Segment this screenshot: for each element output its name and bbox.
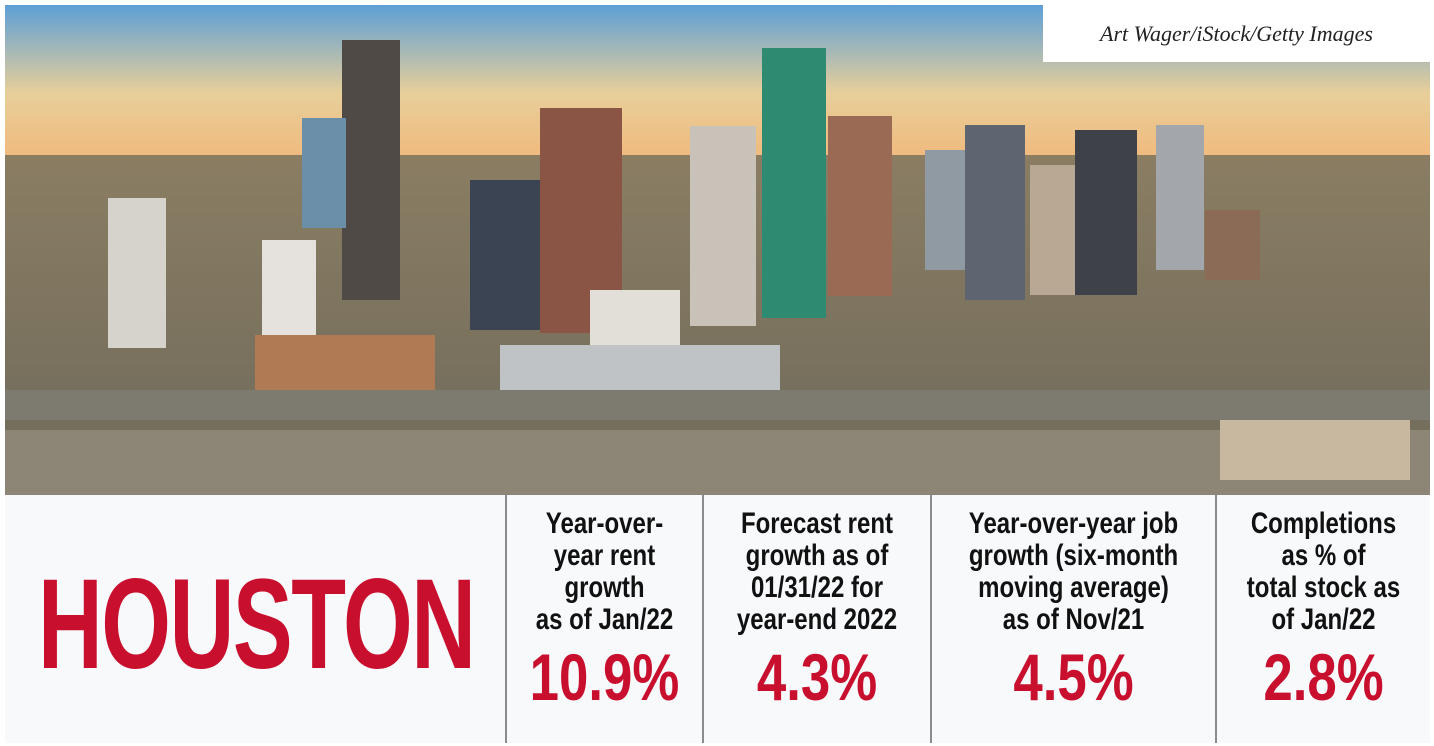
- city-name: HOUSTON: [38, 560, 339, 690]
- stat-label-line: Year-over-: [527, 508, 683, 540]
- stat-label-line: as of Jan/22: [527, 604, 683, 636]
- stat-label-line: total stock as: [1238, 572, 1408, 604]
- stat-label-line: as % of: [1238, 540, 1408, 572]
- page: Art Wager/iStock/Getty Images HOUSTON Ye…: [0, 0, 1434, 746]
- stat-label-line: 01/31/22 for: [727, 572, 908, 604]
- stat-label-line: year-end 2022: [727, 604, 908, 636]
- stat-value: 2.8%: [1238, 642, 1408, 712]
- stat-label-line: year rent: [527, 540, 683, 572]
- stat-label-line: Year-over-year job: [960, 508, 1186, 540]
- stat-label-line: Forecast rent: [727, 508, 908, 540]
- stat-value: 10.9%: [527, 642, 683, 712]
- stat-label-line: growth as of: [727, 540, 908, 572]
- stat-label-line: Completions: [1238, 508, 1408, 540]
- stat-label-line: moving average): [960, 572, 1186, 604]
- stat-label-line: as of Nov/21: [960, 604, 1186, 636]
- stat-value: 4.3%: [727, 642, 908, 712]
- stat-label-line: growth: [527, 572, 683, 604]
- photo-credit: Art Wager/iStock/Getty Images: [1043, 5, 1430, 62]
- stat-label-line: growth (six-month: [960, 540, 1186, 572]
- stat-value: 4.5%: [960, 642, 1186, 712]
- stat-label-line: of Jan/22: [1238, 604, 1408, 636]
